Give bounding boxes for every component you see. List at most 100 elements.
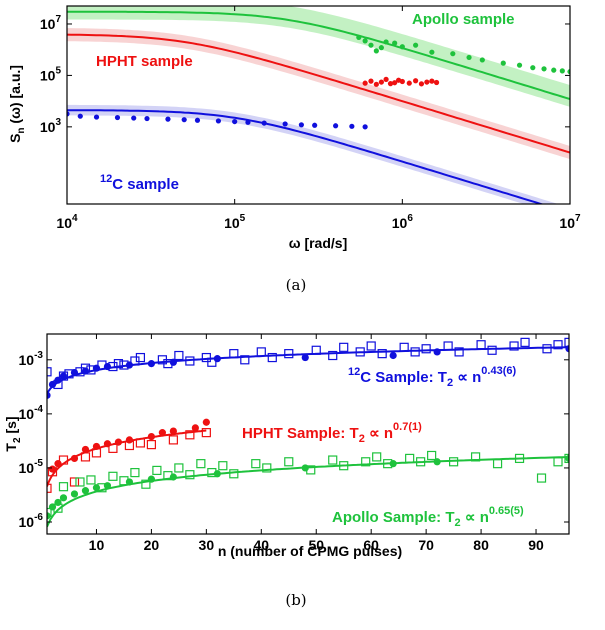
- panel-b-open-point-2-35: [553, 457, 563, 467]
- panel-b-open-point-2-9: [141, 479, 151, 489]
- panel-b-filled-point-0-13: [389, 351, 397, 360]
- panel-b-t2-plot: 10 20 30 40 50 60 70 80 90 10-3 10-4 10-5 10-6 12C S…: [3, 333, 570, 609]
- panel-b-open-point-0-29: [377, 349, 387, 359]
- panel-a-point-2-4: [131, 115, 137, 121]
- panel-a-ylabel-rest: (ω) [a.u.]: [7, 65, 23, 127]
- panel-b-open-point-2-18: [251, 459, 261, 469]
- panel-b-annotation-12c-rel: ∝ n: [453, 369, 481, 386]
- panel-b-xtick-label-6: 70: [418, 537, 434, 553]
- panel-b-open-point-0-20: [240, 355, 250, 365]
- panel-a-point-0-18: [559, 68, 565, 74]
- panel-b-annotation-hpht-rel: ∝ n: [365, 425, 393, 442]
- panel-b-open-point-2-17: [229, 469, 239, 479]
- panel-b-filled-point-0-2: [54, 376, 62, 384]
- panel-b-open-point-0-17: [201, 352, 211, 363]
- panel-b-filled-point-2-11: [213, 470, 221, 478]
- panel-a-axes-frame: [66, 5, 571, 205]
- panel-a-point-2-1: [77, 113, 83, 119]
- panel-b-open-point-0-23: [284, 349, 294, 359]
- panel-b-open-point-2-33: [514, 453, 525, 464]
- panel-b-open-point-2-16: [218, 461, 228, 471]
- panel-b-xtick-label-0: 10: [89, 537, 105, 553]
- panel-b-xtick-label-1: 20: [144, 537, 160, 553]
- panel-b-open-point-0-38: [520, 337, 530, 347]
- panel-a-point-0-1: [362, 38, 368, 44]
- panel-a-point-1-6: [392, 80, 398, 86]
- panel-b-filled-point-1-2: [70, 454, 79, 463]
- panel-b-open-point-2-22: [328, 455, 338, 465]
- panel-b-ylabel-sub: 2: [12, 437, 23, 443]
- panel-b-ylabel-rest: [s]: [3, 416, 19, 437]
- panel-b-open-point-0-30: [399, 342, 409, 352]
- panel-a-caption: (a): [286, 276, 307, 294]
- panel-a-point-1-4: [383, 76, 389, 82]
- panel-a-point-2-5: [144, 115, 150, 122]
- panel-a-ticks: 104 105 106 107 103 105 107: [40, 6, 581, 231]
- panel-a-point-1-1: [368, 78, 374, 84]
- panel-a-annotation-12c: 12C sample: [100, 173, 179, 193]
- panel-a-fit-line-1: [67, 33, 570, 154]
- panel-b-filled-point-2-6: [92, 484, 101, 492]
- panel-a-point-2-18: [362, 124, 368, 130]
- panel-b-open-point-1-10: [168, 435, 178, 445]
- panel-a-xtick-label-1: 105: [224, 213, 246, 231]
- panel-b-annotation-apollo-rel: ∝ n: [461, 509, 489, 526]
- panel-a-ytick-label-0: 103: [40, 117, 62, 135]
- panel-b-open-point-0-32: [421, 344, 431, 354]
- panel-b-open-point-1-8: [135, 438, 146, 448]
- panel-a-point-2-9: [215, 118, 222, 124]
- panel-b-caption: (b): [285, 591, 306, 609]
- panel-b-filled-point-0-5: [81, 367, 90, 375]
- panel-b-open-point-2-19: [262, 463, 272, 473]
- panel-a-point-1-13: [429, 78, 435, 84]
- panel-b-annotation-12c: 12C Sample: T2 ∝ n0.43(6): [348, 365, 516, 389]
- panel-b-open-point-0-24: [311, 345, 321, 355]
- panel-b-filled-point-1-3: [81, 445, 90, 454]
- panel-a-point-1-10: [413, 78, 419, 84]
- panel-b-filled-point-1-12: [202, 418, 210, 426]
- panel-a-point-1-5: [387, 81, 394, 87]
- panel-b-filled-point-0-6: [92, 364, 101, 372]
- panel-b-open-point-0-18: [207, 357, 217, 367]
- panel-b-ytick-label-3: 10-6: [19, 512, 44, 530]
- panel-b-annotation-12c-sup: 12: [348, 366, 360, 378]
- panel-b-annotation-12c-text: C Sample: T: [360, 369, 447, 386]
- panel-a-band-1: [67, 28, 570, 160]
- panel-b-open-point-2-8: [130, 467, 140, 478]
- panel-b-open-point-2-25: [372, 452, 382, 462]
- panel-b-open-point-2-13: [185, 470, 195, 480]
- panel-b-filled-point-0-1: [48, 380, 57, 389]
- panel-a-point-2-13: [282, 121, 288, 127]
- panel-b-filled-point-1-6: [114, 438, 123, 446]
- panel-b-open-point-2-2: [58, 482, 69, 492]
- panel-a-point-0-16: [541, 66, 547, 72]
- panel-a-annotation-apollo: Apollo sample: [412, 11, 515, 28]
- panel-b-filled-point-0-4: [70, 368, 79, 377]
- panel-b-xtick-label-7: 80: [473, 537, 489, 553]
- panel-a-point-0-19: [567, 69, 570, 75]
- panel-a-annotation-12c-text: C sample: [112, 176, 179, 193]
- panel-b-open-point-2-36: [564, 453, 569, 464]
- panel-b-open-point-1-3: [69, 477, 80, 487]
- panel-b-open-point-0-27: [355, 347, 365, 357]
- panel-a-point-0-12: [479, 57, 485, 63]
- panel-b-open-point-2-3: [75, 477, 85, 487]
- panel-b-ticks: 10 20 30 40 50 60 70 80 90 10-3 10-4 10-5 10-6: [19, 334, 569, 553]
- panel-b-open-point-2-34: [536, 473, 547, 483]
- panel-b-open-point-0-26: [339, 342, 349, 352]
- panel-a-xtick-label-3: 107: [559, 213, 581, 231]
- panel-a-band-2: [67, 104, 559, 204]
- panel-b-open-point-0-22: [267, 352, 277, 363]
- panel-a-fit-line-0: [67, 10, 570, 101]
- panel-b-open-point-0-0: [47, 367, 52, 377]
- panel-a-annotation-12c-sup: 12: [100, 173, 112, 185]
- panel-b-filled-point-1-4: [92, 442, 101, 451]
- panel-a-spectrum-plot: 104 105 106 107 103 105 107 Apollo sample HPHT…: [7, 5, 581, 294]
- panel-b-open-point-1-11: [185, 430, 195, 440]
- panel-a-point-0-10: [450, 51, 456, 57]
- panel-a-ylabel: Sn (ω) [a.u.]: [7, 65, 27, 143]
- panel-b-open-point-0-12: [135, 352, 146, 363]
- panel-b-open-point-1-9: [146, 440, 156, 450]
- panel-b-filled-point-2-3: [59, 494, 68, 502]
